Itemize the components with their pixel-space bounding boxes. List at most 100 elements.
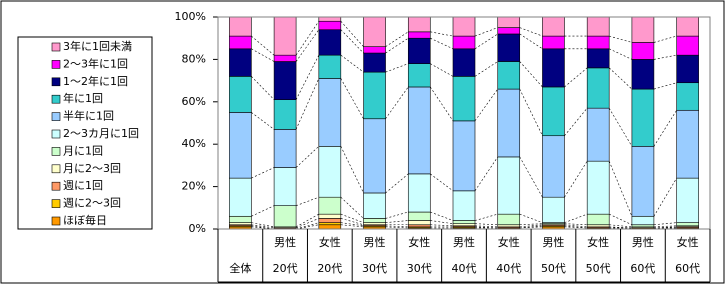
series-connector (519, 156, 543, 198)
bar-segment (542, 16, 565, 37)
y-tick-label: 60% (182, 95, 206, 108)
series-connector (564, 223, 588, 226)
bar-segment (497, 156, 521, 215)
bar-segment (318, 224, 342, 230)
legend-swatch (51, 129, 61, 139)
x-tick-label: 男性 40代 (451, 236, 477, 275)
bar-segment (497, 61, 521, 90)
bar-segment (586, 16, 610, 37)
series-connector (430, 63, 454, 77)
bar-segment (229, 177, 252, 217)
series-connector (653, 225, 677, 228)
legend-swatch (51, 112, 61, 121)
series-connector (251, 48, 275, 62)
series-connector (609, 213, 633, 226)
bar-segment (676, 35, 699, 56)
bar-segment (452, 190, 476, 221)
series-connector (385, 31, 409, 47)
series-connector (653, 226, 677, 229)
x-tick-label: 女性 60代 (675, 236, 701, 275)
x-tick-label: 男性 20代 (272, 236, 298, 275)
legend-label: 週に1回 (63, 179, 103, 192)
bar-segment (407, 220, 431, 226)
y-tick-label: 40% (182, 137, 206, 150)
bar-segment (318, 213, 342, 219)
bar-segment (676, 109, 699, 179)
bar-segment (363, 71, 386, 120)
bar-segment (631, 42, 655, 60)
bar-segment (676, 82, 699, 111)
series-connector (340, 54, 364, 73)
series-connector (564, 225, 588, 229)
legend-label: 週に2～3回 (63, 197, 121, 210)
bar-segment (273, 54, 297, 62)
legend-label: 月に2～3回 (63, 162, 121, 175)
legend-box (17, 36, 153, 230)
bar-segment (452, 220, 476, 225)
series-connector (251, 167, 275, 179)
series-connector (295, 21, 320, 56)
bar-segment (497, 16, 521, 28)
bar-segment (318, 146, 342, 198)
bar-segment (586, 35, 610, 50)
series-connector (564, 67, 588, 88)
bar-segment (542, 196, 565, 223)
series-connector (608, 161, 633, 217)
legend-swatch (51, 216, 61, 226)
series-connector (385, 173, 409, 194)
bar-segment (497, 213, 521, 226)
series-connector (474, 27, 498, 37)
y-tick-label: 20% (182, 180, 206, 193)
series-connector (385, 226, 409, 229)
series-connector (474, 223, 498, 226)
legend-swatch (51, 42, 61, 52)
series-connector (474, 33, 498, 50)
series-connector (608, 108, 633, 147)
bar-segment (273, 205, 297, 228)
bar-segment (586, 48, 610, 69)
bar-segment (363, 218, 386, 223)
series-connector (519, 33, 543, 50)
series-connector (251, 112, 275, 130)
series-connector (340, 146, 364, 194)
series-connector (474, 226, 498, 229)
legend-swatch (51, 199, 61, 208)
bar-segment (586, 107, 610, 162)
series-connector (474, 213, 498, 221)
bar-segment (542, 35, 565, 50)
bar-segment (631, 146, 655, 217)
legend-label: 3年に1回未満 (63, 39, 132, 53)
series-connector (430, 211, 454, 221)
series-connector (564, 213, 588, 223)
series-connector (385, 63, 409, 73)
series-connector (653, 177, 677, 217)
bar-segment (318, 222, 342, 226)
bar-segment (407, 224, 431, 228)
x-tick-label: 女性 30代 (406, 236, 432, 275)
x-tick-label: 女性 40代 (496, 236, 522, 275)
y-tick-label: 100% (175, 10, 206, 23)
series-connector (474, 225, 498, 228)
series-connector (340, 29, 364, 54)
bar-segment (229, 35, 252, 50)
series-connector (295, 29, 320, 62)
bar-segment (586, 213, 610, 226)
legend-swatch (51, 60, 61, 69)
x-tick-label: 男性 60代 (630, 236, 656, 275)
series-connector (340, 78, 364, 119)
series-connector (519, 225, 543, 229)
bar-segment (676, 54, 699, 84)
bar-segment (407, 16, 431, 33)
series-connector (474, 61, 498, 77)
legend-label: 月に1回 (63, 144, 103, 157)
legend-label: ほぼ毎日 (63, 214, 107, 227)
series-connector (430, 220, 454, 224)
series-connector (251, 222, 275, 228)
series-connector (295, 146, 320, 168)
bar-segment (363, 192, 386, 219)
series-connector (385, 37, 409, 54)
legend-label: 1～2年に1回 (63, 74, 128, 88)
bar-segment (586, 67, 610, 109)
bar-segment (497, 224, 521, 228)
